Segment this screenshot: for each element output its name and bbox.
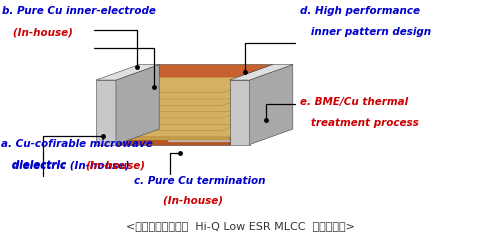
Polygon shape	[116, 65, 159, 145]
Polygon shape	[116, 130, 222, 133]
Text: d. High performance: d. High performance	[300, 6, 420, 16]
Polygon shape	[229, 121, 273, 140]
Polygon shape	[222, 103, 265, 121]
Polygon shape	[123, 109, 273, 124]
Polygon shape	[222, 90, 265, 108]
Polygon shape	[169, 105, 228, 108]
Polygon shape	[168, 82, 229, 142]
Polygon shape	[229, 96, 273, 114]
Polygon shape	[123, 137, 229, 140]
Text: e. BME/Cu thermal: e. BME/Cu thermal	[300, 97, 408, 107]
Polygon shape	[169, 137, 228, 140]
Text: treatment process: treatment process	[300, 118, 419, 128]
Text: b. Pure Cu inner-electrode: b. Pure Cu inner-electrode	[2, 6, 156, 16]
Polygon shape	[96, 80, 116, 145]
Polygon shape	[229, 109, 273, 127]
Polygon shape	[116, 103, 265, 118]
Polygon shape	[123, 124, 229, 127]
Text: dielectric (In-house): dielectric (In-house)	[1, 160, 130, 170]
Polygon shape	[169, 118, 228, 121]
Text: (In-house): (In-house)	[134, 196, 223, 206]
Text: (In-house): (In-house)	[85, 160, 145, 170]
Polygon shape	[222, 115, 265, 133]
Text: <纯铜内电极制程的  Hi-Q Low ESR MLCC  的关键技术>: <纯铜内电极制程的 Hi-Q Low ESR MLCC 的关键技术>	[126, 221, 354, 231]
Polygon shape	[123, 83, 273, 99]
Polygon shape	[123, 112, 229, 114]
Polygon shape	[169, 130, 228, 133]
Polygon shape	[116, 80, 229, 145]
Text: dielectric: dielectric	[1, 160, 70, 170]
Polygon shape	[169, 99, 228, 102]
Polygon shape	[169, 112, 228, 114]
Text: a. Cu-cofirable microwave: a. Cu-cofirable microwave	[1, 139, 153, 149]
Text: inner pattern design: inner pattern design	[300, 27, 431, 38]
Text: (In-house): (In-house)	[2, 27, 73, 38]
Polygon shape	[222, 77, 265, 96]
Text: c. Pure Cu termination: c. Pure Cu termination	[134, 176, 266, 186]
Polygon shape	[116, 90, 265, 105]
Polygon shape	[116, 118, 222, 121]
Polygon shape	[116, 77, 265, 93]
Polygon shape	[229, 65, 273, 145]
Polygon shape	[250, 65, 293, 145]
Polygon shape	[169, 93, 228, 96]
Polygon shape	[96, 65, 159, 80]
Polygon shape	[123, 121, 273, 137]
Polygon shape	[116, 115, 265, 130]
Polygon shape	[116, 93, 222, 96]
Polygon shape	[229, 80, 250, 145]
Polygon shape	[116, 105, 222, 108]
Polygon shape	[169, 124, 228, 127]
Polygon shape	[123, 99, 229, 102]
Polygon shape	[229, 65, 293, 80]
Polygon shape	[123, 96, 273, 112]
Polygon shape	[229, 83, 273, 102]
Polygon shape	[116, 65, 273, 80]
